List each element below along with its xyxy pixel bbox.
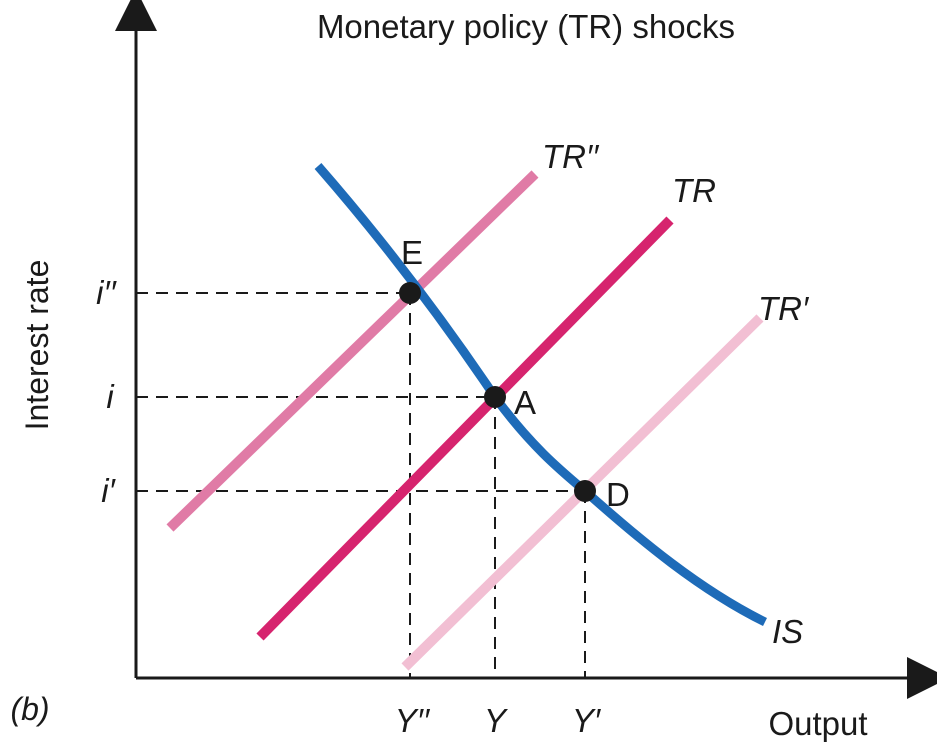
tr-prime-label: TR′ xyxy=(758,290,810,327)
is-curve xyxy=(314,163,767,627)
is-label: IS xyxy=(772,613,803,650)
tr-double-prime-label: TR′′ xyxy=(542,138,600,175)
panel-label: (b) xyxy=(10,691,49,727)
point-d-label: D xyxy=(606,476,630,513)
y-tick-i-prime: i′ xyxy=(101,472,116,509)
tr-line xyxy=(256,216,674,641)
diagram-title: Monetary policy (TR) shocks xyxy=(317,8,735,45)
point-e-marker xyxy=(399,282,421,304)
tr-label: TR xyxy=(672,172,716,209)
x-tick-y: Y xyxy=(484,702,508,739)
x-tick-y-prime: Y′ xyxy=(572,702,602,739)
y-tick-i-double-prime: i′′ xyxy=(96,274,118,311)
dashed-guides xyxy=(136,292,586,678)
x-axis-label: Output xyxy=(768,705,867,742)
point-a-label: A xyxy=(514,384,536,421)
y-axis-label: Interest rate xyxy=(19,260,55,431)
point-d-marker xyxy=(574,480,596,502)
x-tick-y-double-prime: Y′′ xyxy=(395,702,431,739)
tr-double-prime-line xyxy=(166,170,539,532)
point-a-marker xyxy=(484,386,506,408)
point-e-label: E xyxy=(401,234,423,271)
y-tick-i: i xyxy=(106,378,115,415)
